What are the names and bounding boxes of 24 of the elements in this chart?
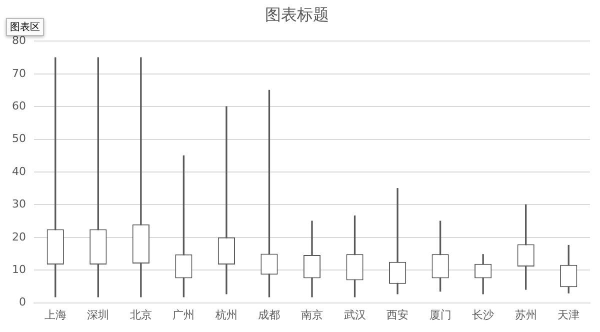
chart-title: 图表标题: [265, 4, 329, 24]
x-tick-label: 北京: [130, 308, 152, 322]
x-tick-label: 成都: [258, 308, 280, 322]
x-tick-label: 上海: [44, 308, 66, 322]
text: 图表区: [6, 18, 44, 36]
x-tick-label: 武汉: [344, 308, 366, 322]
x-tick-label: 西安: [386, 308, 409, 322]
x-tick-label: 南京: [301, 308, 323, 322]
x-tick-label: 深圳: [87, 308, 110, 322]
y-tick-label: 10: [12, 262, 26, 276]
y-tick-label: 60: [12, 99, 26, 112]
x-tick-label: 天津: [558, 308, 580, 322]
y-tick-label: 70: [12, 66, 26, 80]
y-tick-label: 0: [18, 296, 26, 309]
x-tick-label: 长沙: [472, 308, 494, 322]
y-tick-label: 80: [12, 34, 26, 48]
y-tick-label: 30: [12, 198, 26, 211]
x-tick-label: 厦门: [429, 308, 452, 322]
x-tick-label: 杭州: [214, 308, 238, 322]
y-tick-label: 50: [12, 132, 26, 146]
y-tick-label: 20: [12, 230, 26, 244]
y-tick-label: 40: [12, 164, 26, 178]
x-tick-label: 广州: [172, 308, 195, 322]
x-tick-label: 苏州: [514, 308, 537, 322]
